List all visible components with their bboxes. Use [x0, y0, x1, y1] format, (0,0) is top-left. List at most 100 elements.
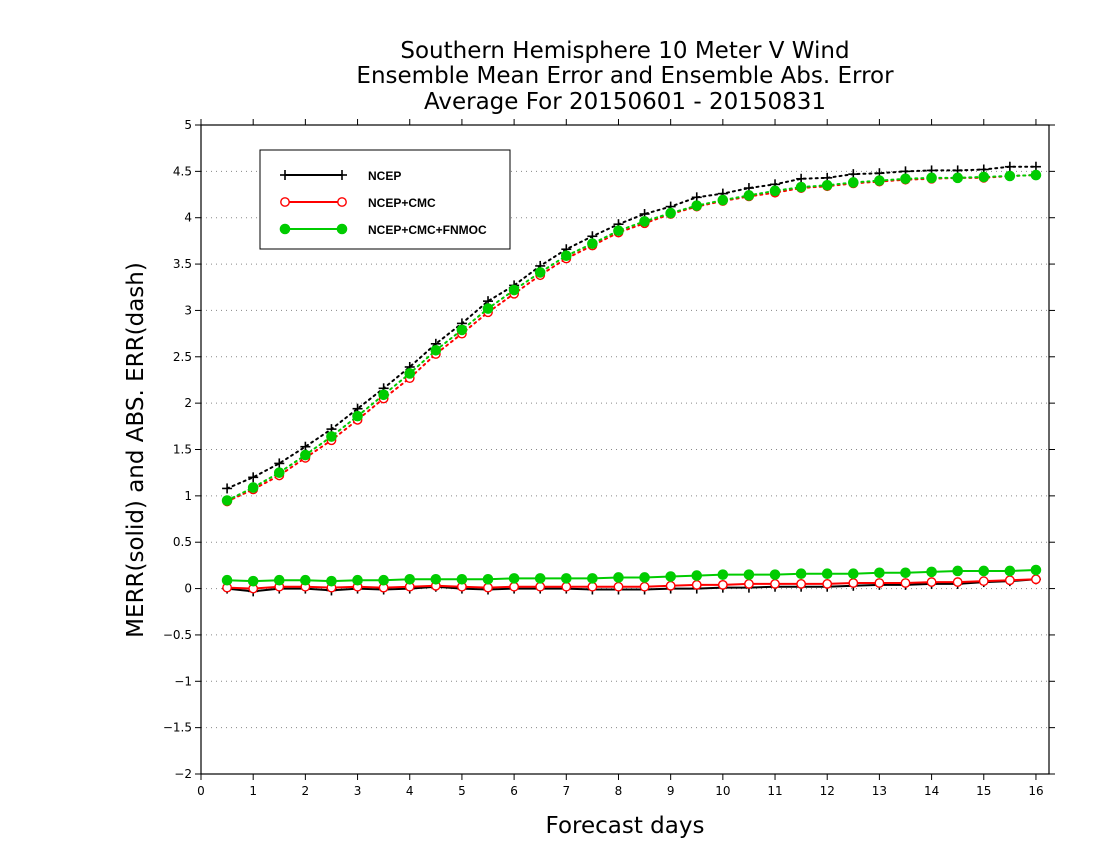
y-tick-label: −1: [174, 674, 192, 688]
abs-err-point: [978, 171, 990, 183]
merr-point: [769, 569, 781, 580]
legend-marker-start: [279, 223, 291, 235]
merr-point: [848, 578, 859, 588]
y-tick-label: 4.5: [173, 164, 192, 178]
merr-point: [795, 568, 807, 580]
merr-point: [900, 578, 911, 588]
abs-err-point: [404, 368, 416, 379]
abs-err-point: [874, 175, 885, 186]
merr-point: [900, 567, 911, 579]
x-tick-label: 12: [820, 784, 835, 798]
merr-point: [796, 579, 807, 589]
abs-err-line: [226, 174, 1037, 502]
y-tick-label: 5: [184, 118, 192, 132]
abs-err-point: [1004, 161, 1015, 172]
merr-point: [978, 576, 989, 587]
legend-marker-end: [336, 223, 348, 235]
y-tick-label: 1: [184, 489, 192, 503]
legend-item: NCEP+CMC+FNMOC: [279, 223, 487, 237]
legend-marker-end: [337, 170, 347, 180]
merr-point: [952, 565, 963, 577]
abs-err-point: [795, 181, 807, 193]
merr-point: [535, 581, 546, 592]
y-tick-label: 2.5: [173, 350, 192, 364]
merr-point: [770, 579, 780, 589]
legend-box: [259, 149, 511, 250]
x-tick-label: 3: [354, 784, 362, 798]
merr-point: [848, 568, 859, 580]
x-tick-label: 0: [197, 784, 205, 798]
abs-err-point: [900, 173, 911, 185]
merr-point: [821, 568, 833, 580]
abs-err-point: [326, 431, 337, 442]
y-tick-label: 1.5: [173, 443, 192, 457]
merr-point: [483, 582, 493, 593]
abs-err-point: [1004, 170, 1016, 182]
abs-err-point: [821, 179, 833, 191]
merr-point: [874, 578, 885, 588]
abs-err-point: [534, 267, 546, 278]
x-tick-label: 15: [976, 784, 991, 798]
series-ncep-cmc-fnmoc: [221, 169, 1042, 587]
merr-point: [978, 565, 990, 577]
abs-err-point: [273, 467, 285, 478]
legend-item: NCEP: [280, 169, 401, 183]
abs-err-point: [743, 190, 755, 201]
merr-point: [639, 572, 650, 583]
abs-err-point: [926, 172, 937, 184]
series-layer: [221, 161, 1042, 597]
merr-point: [665, 571, 676, 582]
merr-point: [561, 581, 572, 592]
legend-item: NCEP+CMC: [280, 196, 436, 210]
merr-point: [404, 574, 416, 585]
abs-err-point: [1030, 169, 1042, 181]
y-axis-label: MERR(solid) and ABS. ERR(dash): [123, 262, 149, 638]
legend-marker-start: [280, 197, 290, 207]
merr-point: [613, 572, 624, 583]
legend-label: NCEP: [368, 169, 401, 183]
y-tick-label: 4: [184, 211, 192, 225]
y-tick-label: 3.5: [173, 257, 192, 271]
merr-point: [717, 579, 728, 590]
title-line-3: Average For 20150601 - 20150831: [424, 89, 826, 115]
merr-point: [613, 581, 624, 592]
x-tick-label: 2: [302, 784, 310, 798]
x-axis-label: Forecast days: [546, 813, 705, 839]
abs-err-point: [848, 177, 859, 188]
x-tick-label: 11: [767, 784, 782, 798]
merr-point: [247, 575, 259, 587]
x-tick-label: 10: [715, 784, 730, 798]
abs-err-point: [222, 483, 233, 494]
abs-err-point: [691, 200, 703, 211]
merr-point: [508, 573, 520, 584]
title-line-2: Ensemble Mean Error and Ensemble Abs. Er…: [356, 63, 894, 89]
abs-err-point: [508, 284, 520, 296]
merr-point: [430, 574, 442, 585]
merr-point: [822, 579, 833, 589]
merr-point: [1030, 564, 1042, 576]
y-tick-label: 0.5: [173, 535, 192, 549]
y-tick-label: 3: [184, 303, 192, 317]
merr-point: [926, 566, 937, 578]
merr-point: [717, 569, 729, 580]
abs-err-point: [300, 449, 311, 461]
x-tick-label: 16: [1028, 784, 1043, 798]
legend-marker-end: [337, 197, 347, 207]
x-tick-label: 13: [872, 784, 887, 798]
merr-point: [1031, 574, 1041, 585]
title-line-1: Southern Hemisphere 10 Meter V Wind: [400, 38, 849, 64]
y-tick-label: 2: [184, 396, 192, 410]
merr-point: [691, 570, 703, 581]
merr-point: [300, 574, 311, 586]
abs-err-point: [482, 303, 494, 314]
abs-err-point: [587, 238, 598, 249]
abs-err-point: [769, 185, 781, 197]
x-axis: 0 1 2 3 4 5 6 7 8 9 10 11 12 13 14 15 16: [197, 119, 1044, 798]
abs-err-point: [352, 410, 363, 422]
merr-point: [534, 573, 546, 584]
abs-err-point: [717, 194, 729, 206]
merr-point: [744, 579, 754, 589]
merr-point: [221, 574, 233, 586]
merr-point: [326, 575, 337, 587]
